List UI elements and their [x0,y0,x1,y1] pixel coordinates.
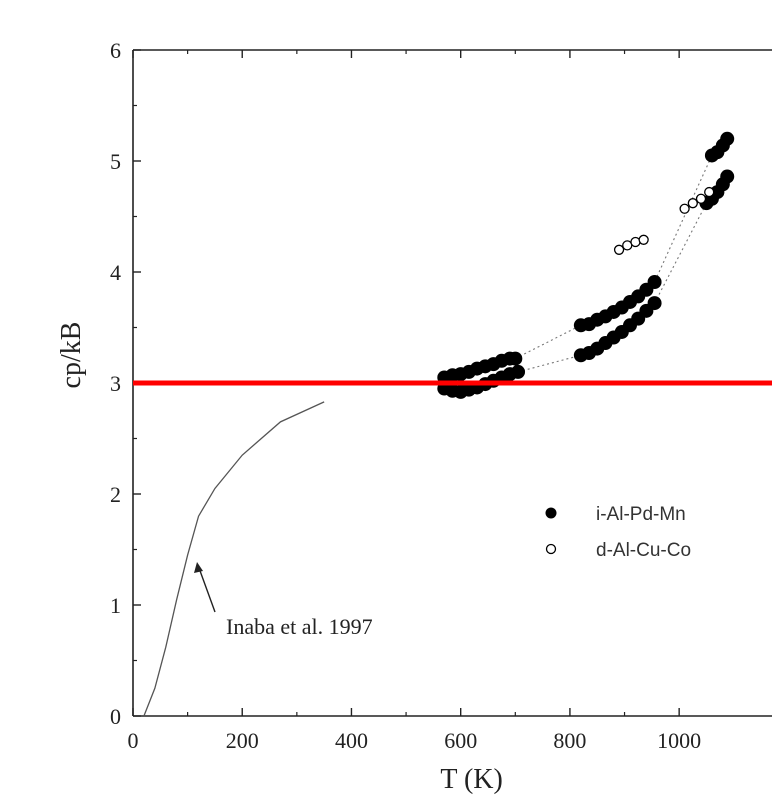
legend-marker-filled [545,507,557,519]
legend-label: d-Al-Cu-Co [596,540,691,561]
data-point-d-al-cu-co [687,198,698,209]
y-tick-label: 0 [110,704,121,729]
data-point-d-al-cu-co [695,193,707,204]
x-axis-ticks: 0 200 400 600 800 1000 [128,50,701,753]
data-point-d-al-cu-co [638,234,649,245]
x-tick-label: 800 [553,728,586,753]
x-tick-label: 1000 [657,728,701,753]
y-tick-label: 1 [110,593,121,618]
legend: i-Al-Pd-Mn d-Al-Cu-Co [545,504,691,561]
data-point-i-al-pd-mn [647,274,662,289]
dotted-connector [515,155,713,360]
y-tick-label: 4 [110,260,121,285]
points-layer [437,131,735,399]
annotation: Inaba et al. 1997 [194,562,373,639]
legend-label: i-Al-Pd-Mn [596,504,686,525]
legend-marker-open [545,543,557,555]
y-axis-ticks: 0 1 2 3 4 5 6 [110,38,141,729]
y-tick-label: 5 [110,149,121,174]
y-axis-title: cp/kB [56,322,87,389]
dotted-connector [517,202,707,373]
data-point-i-al-pd-mn [508,351,523,366]
y-tick-label: 6 [110,38,121,63]
y-tick-label: 3 [110,371,121,396]
annotation-arrowhead [194,562,203,573]
annotation-label: Inaba et al. 1997 [226,614,373,639]
x-tick-label: 200 [226,728,259,753]
x-tick-label: 0 [128,728,139,753]
annotation-arrow [198,567,216,613]
y-tick-label: 2 [110,482,121,507]
data-point-d-al-cu-co [704,186,715,198]
x-axis-title: T (K) [440,764,502,795]
x-tick-label: 400 [335,728,368,753]
data-point-d-al-cu-co [613,244,625,255]
reference-curve [143,401,325,717]
reference-curve-layer [143,401,325,717]
data-point-i-al-pd-mn [720,169,735,184]
data-point-i-al-pd-mn [647,296,662,311]
data-point-i-al-pd-mn [511,364,526,379]
x-tick-label: 600 [444,728,477,753]
data-point-d-al-cu-co [679,203,690,214]
data-point-i-al-pd-mn [720,131,735,146]
